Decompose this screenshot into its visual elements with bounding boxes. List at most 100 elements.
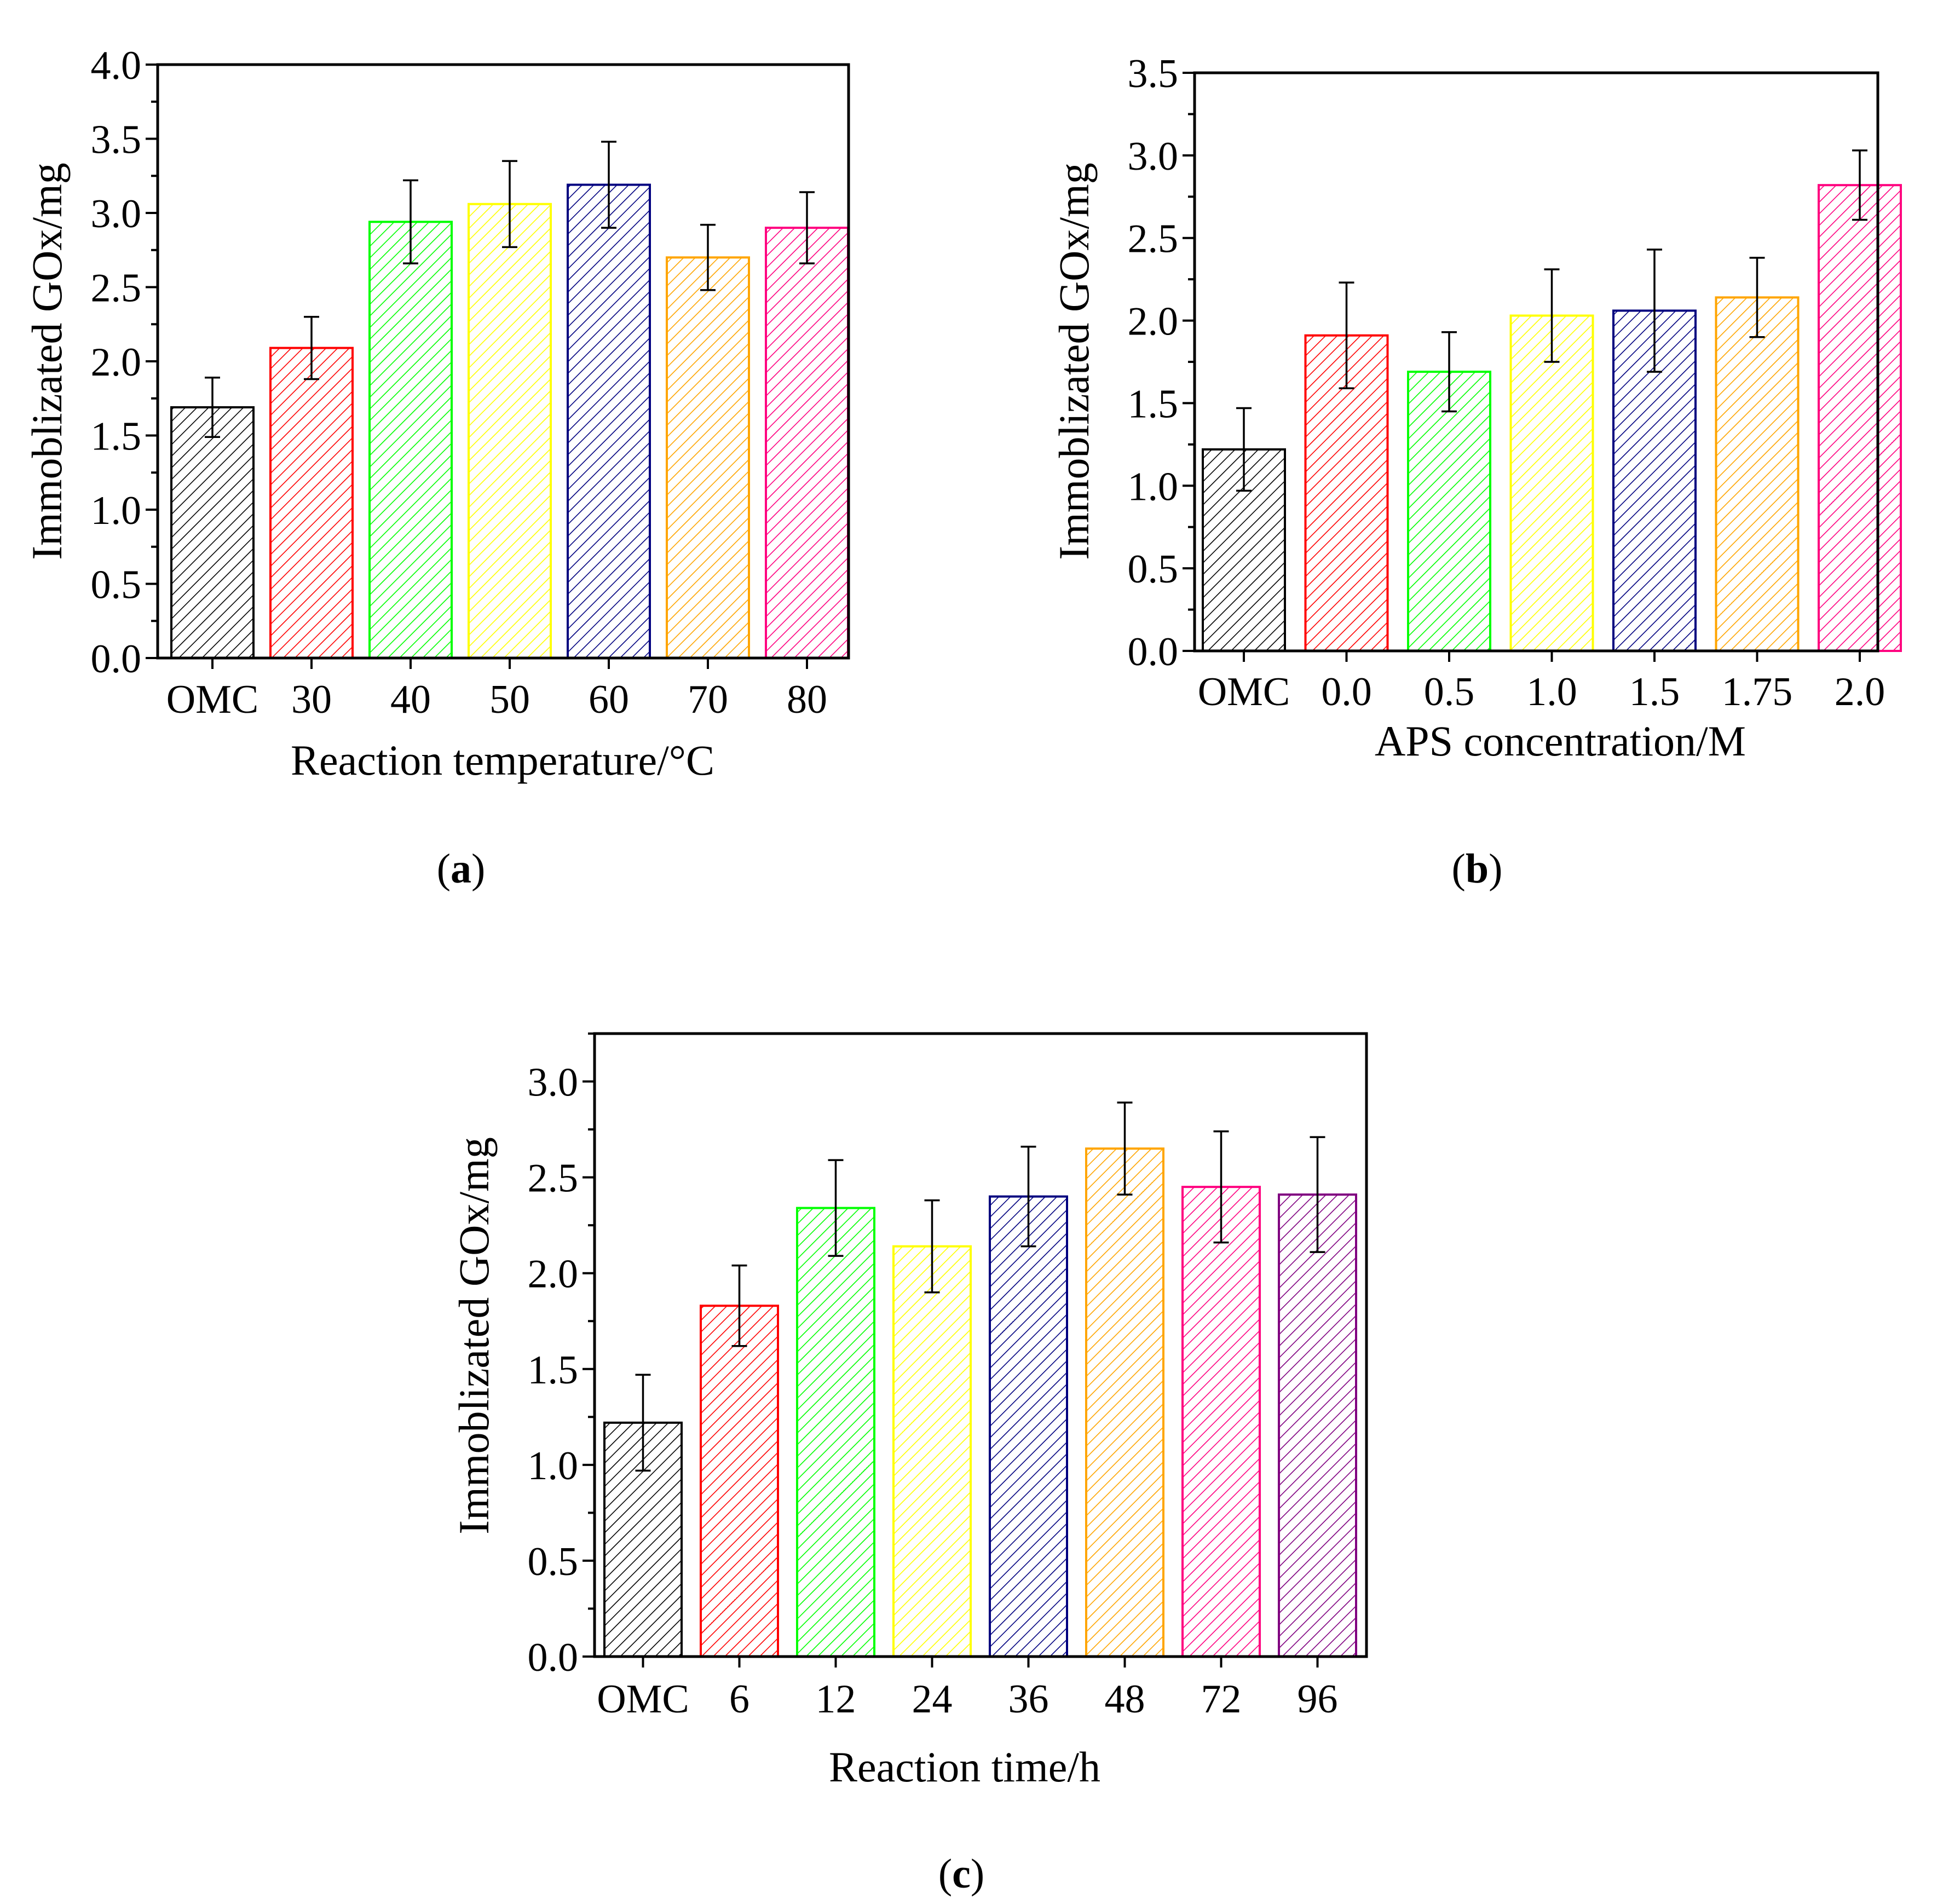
panel-b-error-bar-4	[1647, 249, 1662, 373]
panel-c-ytick-label-0: 0.0	[528, 1635, 579, 1680]
panel-c-bar-3	[892, 1245, 972, 1658]
panel-c-xtick-label-7: 96	[1298, 1677, 1338, 1722]
panel-a-error-bar-5	[700, 223, 716, 291]
panel-b-marks: OMC 0.0 0.5 1.0 1.5 1.75 2.0 0.0 0.5 1.0 1.5 2.0 2.5…	[1128, 51, 1902, 714]
panel-a-bar-6	[765, 227, 849, 660]
panel-c-error-bar-7	[1310, 1136, 1325, 1253]
panel-c-ytick-label-3: 1.5	[528, 1348, 579, 1393]
panel-b-xtick-label-4: 1.5	[1629, 670, 1680, 714]
panel-b-ylabel: Immoblizated GOx/mg	[1050, 163, 1098, 560]
panel-c-bar-6	[1181, 1186, 1261, 1658]
panel-a-xtick-label-3: 50	[489, 677, 530, 722]
panel-c-error-bar-1	[731, 1264, 747, 1347]
panel-a-xtick-label-0: OMC	[166, 677, 259, 722]
panel-c-xtick-label-2: 12	[816, 1677, 856, 1722]
panel-c-ytick-label-1: 0.5	[528, 1539, 579, 1584]
panel-b-error-bar-6	[1852, 149, 1867, 221]
panel-b-xtick-label-6: 2.0	[1835, 670, 1885, 714]
panel-b-xlabel: APS concentration/M	[1375, 717, 1746, 765]
panel-b-xtick-label-3: 1.0	[1526, 670, 1577, 714]
panel-b-error-bar-2	[1441, 331, 1457, 413]
panel-a-error-bar-6	[799, 191, 815, 264]
panel-a-ytick-label-5: 2.5	[91, 266, 142, 311]
panel-a-ytick-label-4: 2.0	[91, 340, 142, 385]
panel-c-ylabel: Immoblizated GOx/mg	[450, 1137, 498, 1534]
panel-c-caption-letter: c	[952, 1851, 971, 1897]
panel-c-ytick-label-2: 1.0	[528, 1444, 579, 1488]
panel-c-error-bar-4	[1020, 1145, 1036, 1248]
panel-c-caption: (c)	[938, 1851, 984, 1897]
panel-c-bar-4	[989, 1195, 1068, 1658]
panel-b-ytick-label-0: 0.0	[1128, 630, 1179, 674]
panel-a-ytick-label-8: 4.0	[91, 43, 142, 88]
panel-a-bar-3	[468, 203, 552, 659]
panel-c-xtick-label-0: OMC	[597, 1677, 689, 1722]
panel-a-ytick-label-6: 3.0	[91, 192, 142, 236]
panel-c-xtick-label-5: 48	[1105, 1677, 1145, 1722]
panel-b-bar-5	[1715, 296, 1800, 652]
panel-b-error-bar-3	[1544, 268, 1560, 363]
panel-a-marks: OMC 30 40 50 60 70 80 0.0 0.5 1.0 1.5 2.0 2.5 3.0 3.5 4…	[91, 43, 849, 722]
panel-b-xtick-label-5: 1.75	[1722, 670, 1793, 714]
panel-c-ytick-label-4: 2.0	[528, 1252, 579, 1297]
panel-c-xtick-label-4: 36	[1008, 1677, 1049, 1722]
panel-a-bar-4	[567, 183, 651, 659]
panel-c-bar-2	[796, 1207, 875, 1658]
panel-c-error-bar-5	[1117, 1101, 1133, 1196]
panel-a-ytick-label-2: 1.0	[91, 488, 142, 533]
panel-b-bar-3	[1509, 314, 1594, 652]
panel-c-bar-1	[700, 1305, 779, 1658]
panel-c-error-bar-6	[1213, 1130, 1229, 1244]
panel-a-xtick-label-2: 40	[390, 677, 431, 722]
panel-c-bar-5	[1085, 1147, 1164, 1658]
panel-a-ylabel: Immoblizated GOx/mg	[23, 163, 71, 560]
panel-b-ytick-label-5: 2.5	[1128, 217, 1179, 262]
panel-a-bar-2	[368, 221, 453, 659]
panel-a-caption: (a)	[437, 846, 486, 892]
panel-a: OMC 30 40 50 60 70 80 0.0 0.5 1.0 1.5 2.0 2.5 3.0 3.5 4…	[23, 43, 850, 892]
panel-b-bar-2	[1407, 371, 1491, 652]
panel-c: OMC 6 12 24 36 48 72 96 0.0 0.5 1.0 1.5 2.0 2.5 3.0 Im…	[450, 1032, 1368, 1897]
panel-a-plot-frame	[156, 63, 850, 660]
panel-c-plot-frame	[593, 1032, 1368, 1658]
panel-c-ytick-label-6: 3.0	[528, 1060, 579, 1105]
panel-b-ytick-label-1: 0.5	[1128, 547, 1179, 592]
panel-b-ytick-label-2: 1.0	[1128, 464, 1179, 509]
panel-a-bar-0	[170, 406, 255, 659]
panel-b-bar-6	[1818, 184, 1902, 652]
panel-b-plot-frame	[1193, 71, 1879, 653]
panel-c-error-bar-2	[828, 1159, 844, 1257]
panel-b-xtick-label-0: OMC	[1198, 670, 1290, 714]
panel-a-error-bar-2	[403, 179, 418, 264]
panel-c-error-bar-3	[924, 1199, 940, 1294]
panel-b-error-bar-5	[1749, 257, 1765, 338]
panel-c-bar-7	[1278, 1193, 1357, 1658]
panel-a-xtick-label-6: 80	[787, 677, 827, 722]
panel-a-ytick-label-0: 0.0	[91, 637, 142, 682]
panel-a-error-bar-3	[502, 160, 517, 249]
panel-a-ytick-label-3: 1.5	[91, 414, 142, 459]
panel-b-error-bar-0	[1236, 407, 1252, 492]
panel-b-caption: (b)	[1452, 846, 1503, 892]
panel-b-ytick-label-7: 3.5	[1128, 51, 1179, 96]
panel-a-xtick-label-4: 60	[589, 677, 629, 722]
panel-b-ytick-label-4: 2.0	[1128, 299, 1179, 344]
panel-a-error-bar-4	[601, 141, 616, 229]
panel-c-marks: OMC 6 12 24 36 48 72 96 0.0 0.5 1.0 1.5 2.0 2.5 3.0	[528, 1032, 1357, 1722]
panel-c-xtick-label-6: 72	[1201, 1677, 1242, 1722]
panel-b-error-bar-1	[1339, 281, 1354, 390]
panel-a-ytick-label-1: 0.5	[91, 563, 142, 608]
panel-a-bar-1	[269, 347, 354, 659]
panel-b-caption-letter: b	[1466, 846, 1489, 892]
panel-c-xtick-label-3: 24	[912, 1677, 953, 1722]
panel-a-bar-5	[666, 256, 750, 659]
panel-a-xlabel: Reaction temperature/°C	[291, 736, 714, 784]
panel-c-error-bar-0	[635, 1374, 651, 1472]
panel-b-ytick-label-6: 3.0	[1128, 134, 1179, 179]
panel-a-xtick-label-1: 30	[291, 677, 332, 722]
panel-b-ytick-label-3: 1.5	[1128, 382, 1179, 426]
panel-a-xtick-label-5: 70	[688, 677, 728, 722]
panel-c-xlabel: Reaction time/h	[829, 1743, 1100, 1791]
panel-c-xtick-label-1: 6	[729, 1677, 749, 1722]
